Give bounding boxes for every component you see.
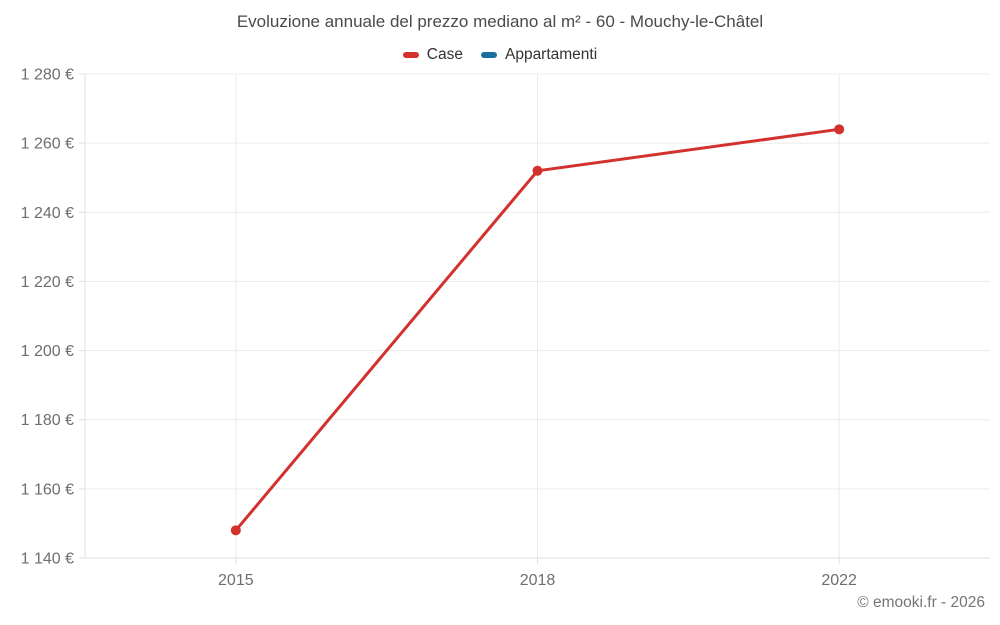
y-tick-label: 1 180 €	[21, 412, 74, 429]
x-tick-label: 2018	[520, 572, 556, 589]
y-tick-label: 1 140 €	[21, 551, 74, 568]
y-tick-label: 1 220 €	[21, 274, 74, 291]
data-point-case-2018[interactable]	[532, 165, 543, 176]
legend-swatch-case	[402, 52, 419, 58]
chart-title: Evoluzione annuale del prezzo mediano al…	[236, 12, 764, 31]
legend-label-case: Case	[426, 46, 463, 63]
legend-label-appartamenti: Appartamenti	[504, 46, 598, 63]
legend-item-appartamenti[interactable]: Appartamenti	[480, 46, 598, 64]
y-tick-label: 1 160 €	[21, 481, 74, 498]
y-tick-label: 1 240 €	[21, 205, 74, 222]
copyright: © emooki.fr - 2026	[857, 594, 985, 611]
legend-swatch-appartamenti	[480, 52, 497, 58]
data-point-case-2022[interactable]	[834, 124, 845, 135]
x-tick-label: 2022	[821, 572, 857, 589]
y-tick-label: 1 260 €	[21, 136, 74, 153]
legend-item-case[interactable]: Case	[402, 46, 463, 64]
y-tick-label: 1 200 €	[21, 343, 74, 360]
chart-legend: Case Appartamenti	[0, 46, 1000, 64]
data-point-case-2015[interactable]	[230, 525, 241, 536]
y-tick-label: 1 280 €	[21, 67, 74, 84]
x-tick-label: 2015	[218, 572, 254, 589]
